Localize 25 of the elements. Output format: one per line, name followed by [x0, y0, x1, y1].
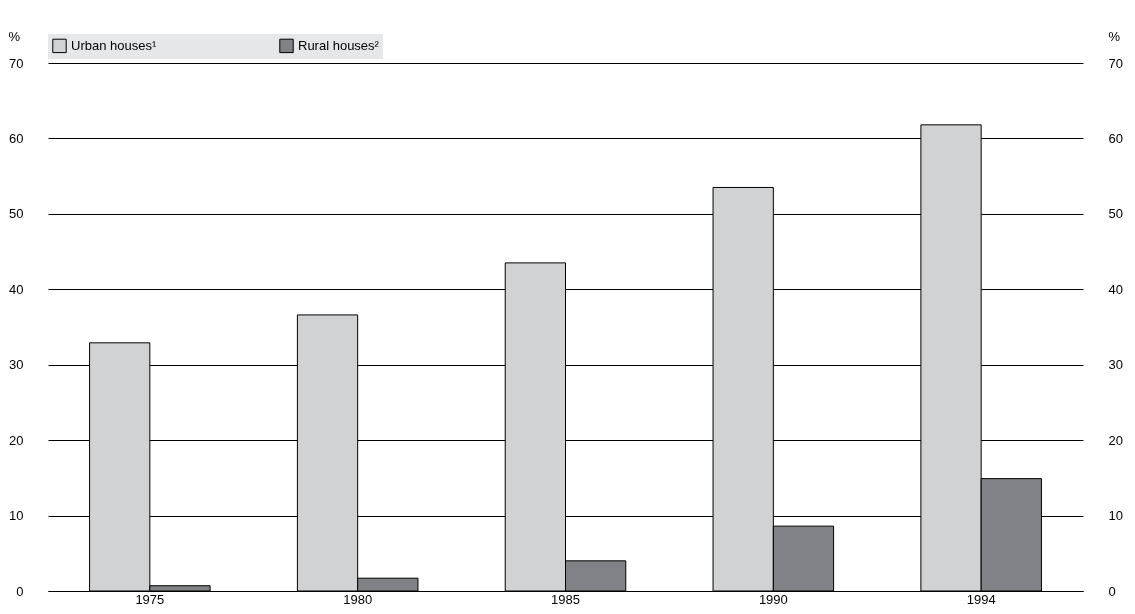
y-tick-label: 20 [9, 432, 24, 448]
y2-tick-label: 50 [1108, 206, 1123, 222]
y-tick-label: 60 [9, 130, 24, 146]
y2-tick-label: 60 [1108, 130, 1123, 146]
y-tick-label: 50 [9, 206, 24, 222]
y-tick-label: 0 [16, 583, 24, 599]
y2-tick-label: 20 [1108, 432, 1123, 448]
x-tick-label: 1990 [758, 591, 788, 607]
legend-label: Rural houses² [298, 37, 380, 53]
y2-tick-label: 0 [1108, 583, 1116, 599]
y-tick-label: 40 [9, 281, 24, 297]
y-tick-label: 30 [9, 357, 24, 373]
y-axis-title: % [8, 28, 21, 44]
legend-label: Urban houses¹ [71, 37, 157, 53]
y-tick-label: 70 [9, 55, 24, 71]
y2-axis-title: % [1108, 28, 1121, 44]
y2-tick-label: 10 [1108, 508, 1123, 524]
x-tick-label: 1994 [966, 591, 996, 607]
y-tick-label: 10 [9, 508, 24, 524]
x-tick-label: 1985 [551, 591, 580, 607]
x-tick-label: 1980 [343, 591, 373, 607]
y2-tick-label: 40 [1108, 281, 1123, 297]
y2-tick-label: 30 [1108, 357, 1123, 373]
y2-tick-label: 70 [1108, 55, 1123, 71]
x-tick-label: 1975 [135, 591, 165, 607]
